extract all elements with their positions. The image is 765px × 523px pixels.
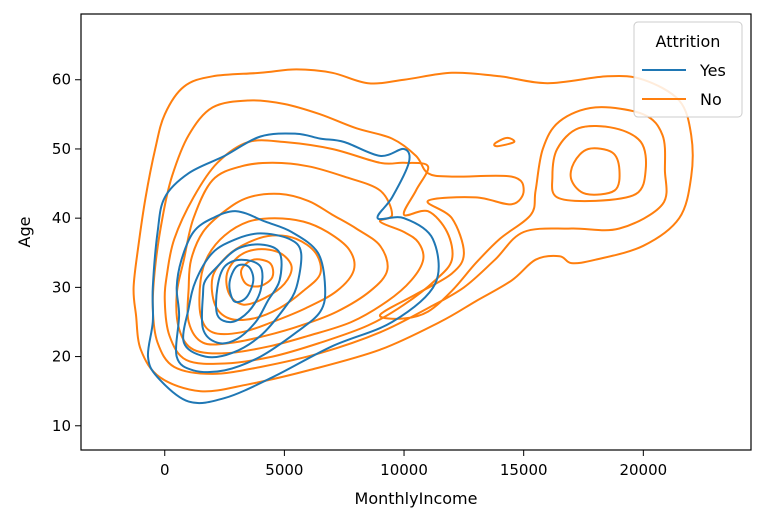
y-axis: 10 20 30 40 50 60 [52,71,81,435]
contour-no-3 [175,161,425,355]
legend: Attrition Yes No [633,21,743,118]
contour-yes-3 [200,243,283,345]
x-tick-label: 20000 [619,461,667,479]
y-tick-label: 10 [52,417,71,435]
contour-yes-0 [146,132,440,405]
y-tick-label: 50 [52,140,71,158]
x-tick-label: 5000 [265,461,303,479]
contour-no-10 [569,147,621,196]
contour-no-1 [151,99,668,375]
y-axis-label: Age [15,217,34,248]
legend-label-yes: Yes [699,61,726,80]
contour-no-5 [198,217,356,336]
contour-no-6 [210,234,322,321]
contour-no-11 [493,136,516,148]
contour-yes-2 [182,232,303,359]
x-axis: 0 5000 10000 15000 20000 [160,450,667,479]
contour-yes-4 [215,258,264,324]
y-tick-label: 40 [52,209,71,227]
contour-layer [132,68,694,405]
x-tick-label: 15000 [500,461,548,479]
contour-no-4 [186,192,389,346]
x-tick-label: 10000 [380,461,428,479]
contour-yes-1 [175,210,327,374]
legend-title: Attrition [656,32,721,51]
y-tick-label: 20 [52,348,71,366]
y-tick-label: 30 [52,278,71,296]
contour-no-2 [163,139,454,365]
contour-yes-5 [228,263,255,304]
legend-box [633,21,743,118]
x-axis-label: MonthlyIncome [355,489,478,508]
y-tick-label: 60 [52,71,71,89]
x-tick-label: 0 [160,461,170,479]
contour-no-8 [240,258,275,288]
contour-no-9 [551,125,648,203]
legend-label-no: No [700,90,722,109]
plot-frame [80,13,752,451]
